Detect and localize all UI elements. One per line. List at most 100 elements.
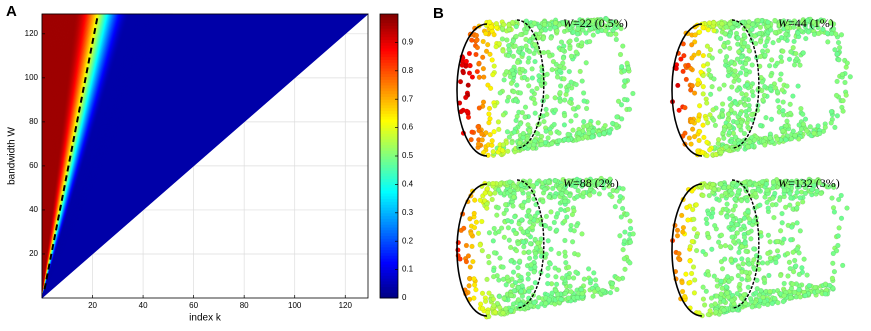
colorbar-cell [380,275,398,278]
point [781,128,786,133]
point [707,21,712,26]
point [471,259,476,264]
point [705,231,710,236]
point [765,39,770,44]
point [511,39,516,44]
point [732,180,737,185]
point [720,21,725,26]
point [797,123,802,128]
point [697,113,702,118]
point [727,130,732,135]
point [500,37,505,42]
point [563,238,568,243]
point [775,89,780,94]
point [496,278,501,283]
point [533,111,538,116]
point [511,270,516,275]
y-tick-label: 60 [29,161,38,170]
point [466,254,471,259]
point [825,31,830,36]
point [734,31,739,36]
point [485,42,490,47]
colorbar-cell [380,236,398,239]
point [675,233,680,238]
point [791,129,796,134]
point [575,295,580,300]
point [718,182,723,187]
point [787,260,792,265]
point [726,66,731,71]
point [680,280,685,285]
point [746,275,751,280]
point [608,192,613,197]
point [836,243,841,248]
point [478,198,483,203]
point [744,249,749,254]
point [688,244,693,249]
point [620,44,625,49]
colorbar-cell [380,133,398,136]
point [753,191,758,196]
point [557,251,562,256]
point [480,248,485,253]
point [746,209,751,214]
point [533,59,538,64]
point [497,305,502,310]
point [712,77,717,82]
point [536,304,541,309]
point [689,42,694,47]
point [533,251,538,256]
point [776,300,781,305]
point [848,74,853,79]
colorbar-tick-label: 0.8 [402,66,414,75]
point [582,99,587,104]
point [782,281,787,286]
point [796,31,801,36]
point [526,277,531,282]
point [526,198,531,203]
colorbar-cell [380,62,398,65]
point [710,56,715,61]
point [564,190,569,195]
point [483,31,488,36]
point [729,85,734,90]
point [711,182,716,187]
colorbar-cell [380,196,398,199]
point [730,25,735,30]
point [610,121,615,126]
point [469,137,474,142]
point [510,140,515,145]
point [533,101,538,106]
point [554,282,559,287]
point [779,72,784,77]
point [816,31,821,36]
point [727,34,732,39]
point [609,32,614,37]
point [720,113,725,118]
point [502,235,507,240]
point [618,194,623,199]
point [470,75,475,80]
point [756,187,761,192]
point [719,292,724,297]
colorbar-cell [380,176,398,179]
point [563,199,568,204]
point [769,117,774,122]
colorbar-cell [380,187,398,190]
point [791,250,796,255]
point [491,268,496,273]
point [581,91,586,96]
point [715,284,720,289]
point [504,282,509,287]
point [841,109,846,114]
point [711,118,716,123]
point [777,105,782,110]
point [742,33,747,38]
point [686,218,691,223]
point [552,220,557,225]
point [546,266,551,271]
point [701,249,706,254]
point [675,83,680,88]
point [509,259,514,264]
